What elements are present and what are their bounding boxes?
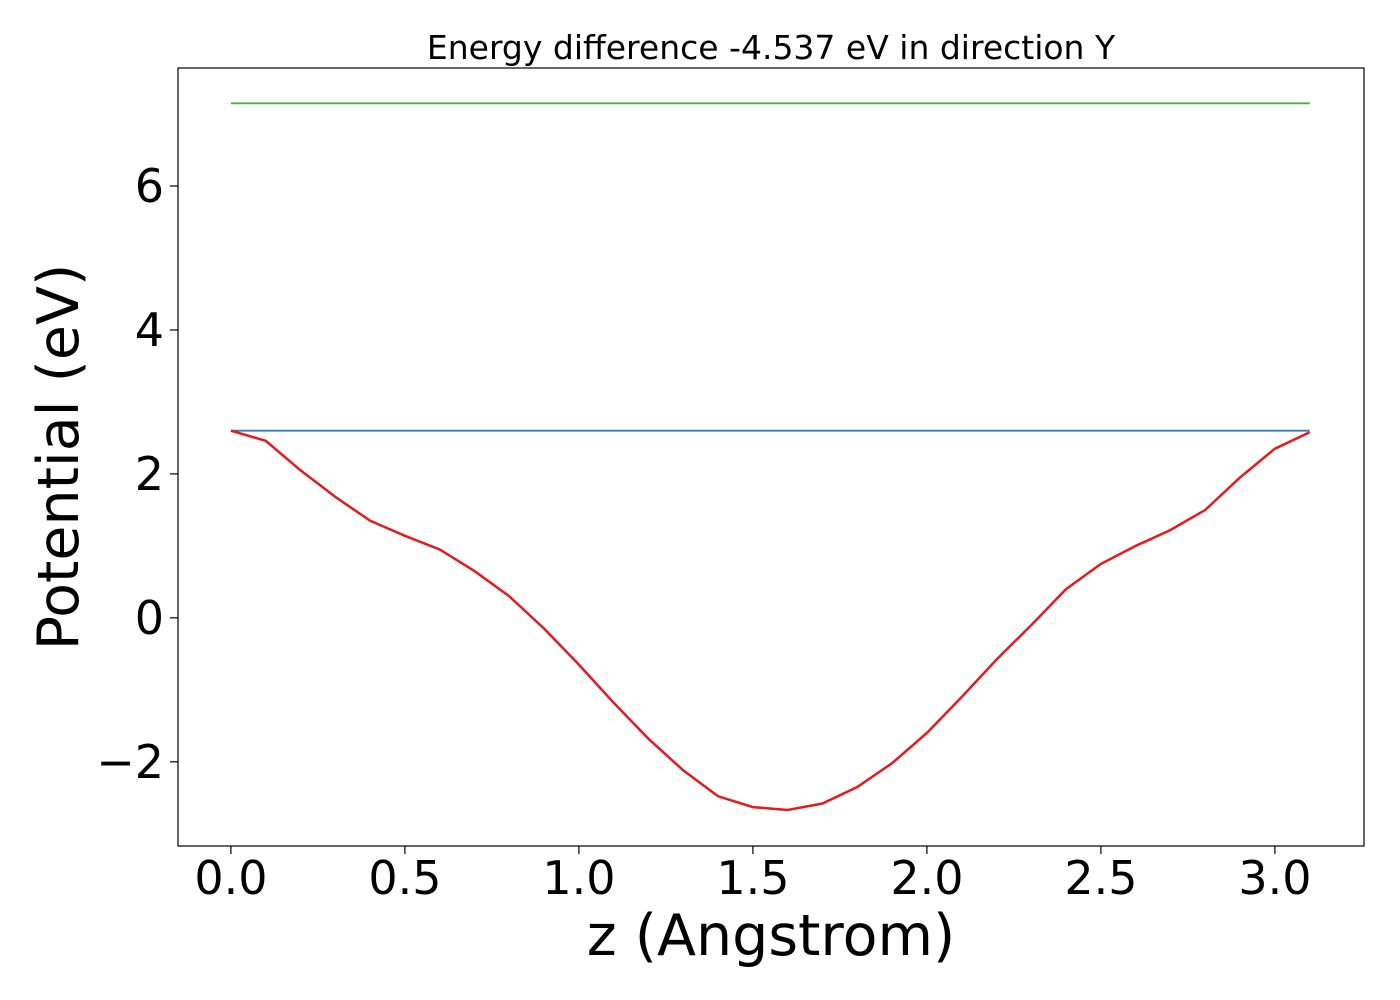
series-line [230, 429, 1311, 812]
x-tick-label: 2.0 [890, 851, 963, 905]
x-tick-label: 1.5 [716, 851, 789, 905]
x-axis-label: z (Angstrom) [587, 903, 955, 969]
y-tick-label: −2 [96, 735, 164, 789]
axes-frame [177, 67, 1365, 847]
x-tick-label: 2.5 [1064, 851, 1137, 905]
x-tick-label: 1.0 [542, 851, 615, 905]
x-tick-label: 0.0 [194, 851, 267, 905]
y-tick-label: 0 [135, 591, 164, 645]
y-axis-label: Potential (eV) [26, 264, 92, 650]
y-tick-label: 6 [135, 159, 164, 213]
x-tick-label: 0.5 [368, 851, 441, 905]
y-tick-label: 4 [135, 303, 164, 357]
x-tick-label: 3.0 [1238, 851, 1311, 905]
chart-title: Energy difference -4.537 eV in direction… [427, 28, 1116, 67]
y-tick-label: 2 [135, 447, 164, 501]
